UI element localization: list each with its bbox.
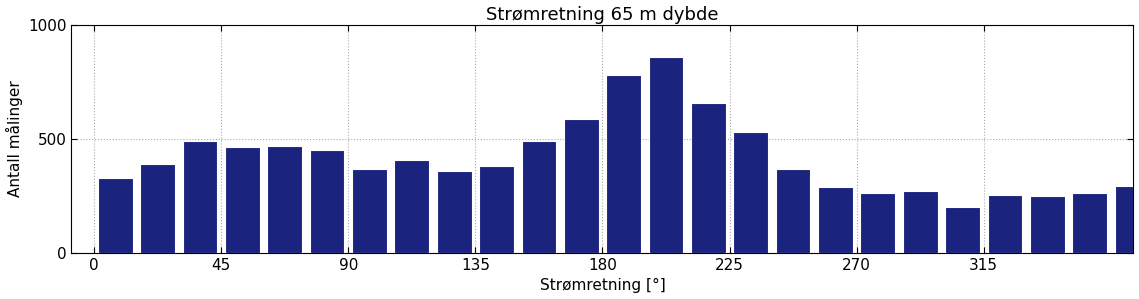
Bar <box>818 187 853 253</box>
Bar <box>310 150 344 253</box>
Bar <box>140 164 175 253</box>
Bar <box>564 118 599 253</box>
Bar <box>1072 193 1107 253</box>
Bar <box>226 147 260 253</box>
Bar <box>352 169 387 253</box>
Bar <box>691 103 726 253</box>
Y-axis label: Antall målinger: Antall målinger <box>6 81 23 197</box>
Bar <box>480 167 514 253</box>
Bar <box>182 141 218 253</box>
Bar <box>1030 196 1065 253</box>
Bar <box>268 146 302 253</box>
Bar <box>98 178 132 253</box>
Bar <box>988 195 1023 253</box>
Bar <box>903 191 937 253</box>
Bar <box>394 160 429 253</box>
Bar <box>606 75 641 253</box>
Bar <box>776 169 811 253</box>
Bar <box>648 57 683 253</box>
Bar <box>437 171 472 253</box>
X-axis label: Strømretning [°]: Strømretning [°] <box>540 278 665 293</box>
Bar <box>945 208 980 253</box>
Bar <box>860 193 895 253</box>
Bar <box>734 132 768 253</box>
Bar <box>522 141 556 253</box>
Bar <box>1115 186 1139 253</box>
Title: Strømretning 65 m dybde: Strømretning 65 m dybde <box>486 6 719 24</box>
